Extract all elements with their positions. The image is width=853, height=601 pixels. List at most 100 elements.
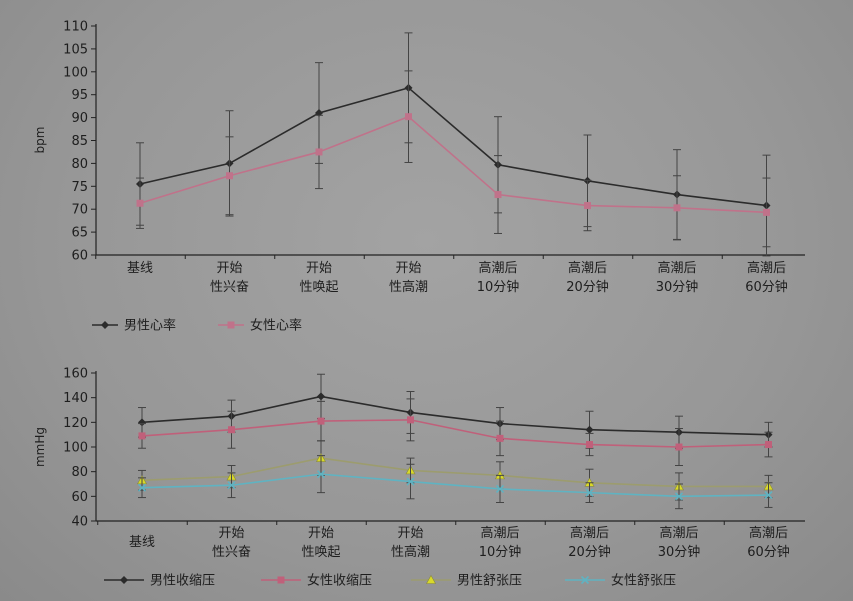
x-tick-label: 20分钟 bbox=[568, 544, 611, 560]
y-tick-label: 100 bbox=[63, 441, 88, 456]
data-point bbox=[136, 199, 144, 207]
x-tick-label: 开始 bbox=[308, 526, 334, 541]
legend-label: 女性收缩压 bbox=[307, 573, 372, 589]
data-point bbox=[495, 484, 505, 493]
data-point bbox=[317, 417, 325, 425]
x-tick-label: 开始 bbox=[395, 261, 421, 276]
legend-label: 男性收缩压 bbox=[150, 573, 215, 589]
legend-marker bbox=[227, 321, 235, 329]
x-tick-label: 高潮后 bbox=[478, 260, 517, 276]
y-tick-label: 75 bbox=[71, 180, 88, 195]
y-tick-label: 65 bbox=[71, 226, 88, 241]
y-tick-label: 105 bbox=[63, 42, 88, 57]
y-tick-label: 40 bbox=[71, 515, 88, 530]
y-tick-label: 60 bbox=[71, 490, 88, 505]
y-tick-label: 80 bbox=[71, 157, 88, 172]
legend-marker bbox=[120, 576, 128, 584]
x-tick-label: 开始 bbox=[216, 261, 242, 276]
y-tick-label: 90 bbox=[71, 111, 88, 126]
y-tick-label: 80 bbox=[71, 465, 88, 480]
x-tick-label: 高潮后 bbox=[659, 525, 698, 541]
data-point bbox=[228, 426, 235, 434]
x-tick-label: 10分钟 bbox=[477, 279, 520, 295]
legend-marker bbox=[425, 574, 437, 584]
y-tick-label: 60 bbox=[71, 249, 88, 264]
legend-label: 男性舒张压 bbox=[457, 574, 522, 589]
x-tick-label: 高潮后 bbox=[570, 525, 609, 541]
x-tick-label: 开始 bbox=[397, 526, 423, 541]
x-tick-label: 基线 bbox=[129, 535, 155, 550]
x-tick-label: 性唤起 bbox=[301, 545, 340, 560]
data-point bbox=[227, 481, 236, 490]
x-tick-label: 性高潮 bbox=[389, 279, 428, 295]
series-line bbox=[141, 457, 769, 488]
data-point bbox=[315, 148, 323, 156]
x-tick-label: 10分钟 bbox=[479, 544, 522, 560]
data-point bbox=[584, 202, 591, 210]
data-point bbox=[674, 492, 684, 501]
y-tick-label: 95 bbox=[71, 88, 88, 103]
data-point bbox=[765, 441, 772, 449]
data-point bbox=[586, 441, 593, 449]
series-line bbox=[141, 419, 769, 448]
legend-label: 女性心率 bbox=[250, 318, 302, 334]
data-point bbox=[494, 191, 502, 199]
data-point bbox=[496, 434, 504, 442]
x-tick-label: 60分钟 bbox=[745, 279, 788, 295]
legend-marker bbox=[101, 321, 109, 329]
legend-label: 女性舒张压 bbox=[611, 573, 676, 589]
x-tick-label: 30分钟 bbox=[656, 279, 699, 295]
series-1 bbox=[136, 70, 771, 248]
y-tick-label: 120 bbox=[63, 416, 88, 431]
series-line bbox=[139, 115, 767, 214]
data-point bbox=[138, 418, 146, 427]
y-axis-label: bpm bbox=[33, 127, 47, 154]
data-point bbox=[138, 432, 146, 440]
x-tick-label: 60分钟 bbox=[747, 544, 790, 560]
x-tick-label: 高潮后 bbox=[657, 260, 696, 276]
x-tick-label: 高潮后 bbox=[480, 525, 519, 541]
x-tick-label: 性唤起 bbox=[299, 280, 338, 295]
data-point bbox=[407, 416, 414, 424]
series-line bbox=[139, 86, 767, 207]
data-point bbox=[673, 204, 681, 212]
series-line bbox=[141, 395, 769, 436]
y-tick-label: 110 bbox=[63, 20, 88, 35]
x-tick-label: 开始 bbox=[306, 261, 332, 276]
x-tick-label: 基线 bbox=[127, 261, 153, 276]
x-tick-label: 性兴奋 bbox=[210, 280, 249, 295]
x-tick-label: 性兴奋 bbox=[212, 545, 251, 560]
x-tick-label: 20分钟 bbox=[566, 279, 609, 295]
y-tick-label: 70 bbox=[71, 203, 88, 218]
x-tick-label: 高潮后 bbox=[749, 525, 788, 541]
legend-marker bbox=[277, 576, 285, 584]
data-point bbox=[317, 392, 325, 401]
data-point bbox=[675, 443, 683, 451]
y-tick-label: 160 bbox=[63, 367, 88, 382]
data-point bbox=[316, 470, 326, 479]
x-tick-label: 开始 bbox=[218, 526, 244, 541]
x-tick-label: 性高潮 bbox=[391, 544, 430, 560]
data-point bbox=[585, 488, 594, 497]
y-tick-label: 140 bbox=[63, 391, 88, 406]
data-point bbox=[226, 172, 233, 180]
data-point bbox=[137, 483, 147, 492]
data-point bbox=[405, 113, 412, 121]
x-tick-label: 高潮后 bbox=[568, 260, 607, 276]
series-1 bbox=[138, 398, 773, 466]
data-point bbox=[406, 477, 415, 486]
y-tick-label: 85 bbox=[71, 134, 88, 149]
data-point bbox=[585, 425, 594, 434]
y-axis-label: mmHg bbox=[33, 427, 47, 467]
x-tick-label: 30分钟 bbox=[658, 544, 701, 560]
legend-marker bbox=[580, 575, 590, 585]
x-tick-label: 高潮后 bbox=[747, 260, 786, 276]
series-3 bbox=[137, 455, 773, 510]
y-tick-label: 100 bbox=[63, 65, 88, 80]
series-line bbox=[141, 473, 769, 498]
data-point bbox=[763, 208, 770, 216]
